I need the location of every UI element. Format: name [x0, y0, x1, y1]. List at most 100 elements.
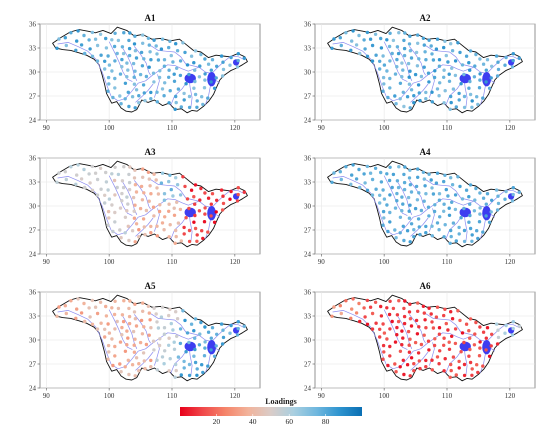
station-point: [107, 63, 112, 67]
river-line: [188, 78, 193, 108]
station-point: [421, 36, 426, 40]
station-point: [418, 232, 422, 237]
station-point: [98, 32, 103, 36]
station-point: [424, 365, 428, 369]
station-point: [116, 306, 121, 311]
station-point: [437, 198, 442, 202]
station-point: [132, 310, 137, 314]
station-point: [128, 299, 132, 303]
station-point: [427, 38, 431, 42]
station-point: [381, 357, 385, 361]
station-point: [203, 212, 207, 216]
station-point: [481, 230, 485, 234]
station-point: [137, 94, 141, 98]
lake: [482, 206, 491, 221]
station-point: [113, 86, 117, 90]
panel-a6: A6 90 100 110 120 24 27 30 33 36: [304, 281, 536, 400]
station-point: [242, 324, 246, 328]
station-point: [474, 320, 478, 325]
station-point: [175, 317, 180, 321]
station-point: [162, 192, 167, 196]
station-point: [449, 234, 453, 239]
station-point: [503, 63, 507, 67]
station-point: [381, 343, 386, 348]
station-point: [381, 209, 386, 214]
station-point: [79, 43, 84, 47]
station-point: [475, 229, 479, 233]
station-point: [339, 177, 343, 182]
station-point: [476, 102, 480, 107]
station-point: [511, 320, 515, 324]
station-point: [454, 239, 458, 243]
station-point: [442, 101, 446, 105]
station-point: [151, 339, 156, 343]
station-point: [450, 334, 454, 338]
station-point: [229, 55, 233, 60]
station-point: [130, 95, 135, 99]
station-point: [398, 349, 403, 353]
y-tick-label: 36: [304, 154, 312, 162]
station-point: [408, 203, 412, 207]
station-point: [178, 207, 183, 212]
station-point: [157, 343, 162, 348]
station-point: [125, 209, 129, 213]
station-point: [64, 177, 69, 182]
station-point: [141, 351, 146, 355]
station-point: [146, 36, 151, 40]
station-point: [122, 299, 126, 303]
station-point: [378, 193, 382, 197]
station-point: [116, 38, 121, 43]
station-point: [344, 299, 348, 303]
station-point: [148, 50, 152, 54]
station-point: [416, 351, 421, 355]
station-point: [193, 79, 197, 84]
station-point: [74, 48, 78, 52]
station-point: [517, 190, 521, 194]
station-point: [120, 199, 124, 203]
station-point: [339, 311, 343, 316]
station-point: [122, 31, 126, 35]
station-point: [379, 180, 384, 184]
lake: [184, 73, 196, 84]
x-tick-label: 110: [167, 392, 178, 400]
station-point: [127, 321, 132, 326]
station-point: [134, 222, 139, 226]
river-line: [150, 45, 200, 68]
station-point: [388, 193, 392, 197]
station-point: [212, 86, 217, 91]
station-point: [197, 343, 202, 347]
station-point: [120, 179, 125, 183]
lake: [482, 72, 491, 87]
station-point: [381, 188, 385, 192]
station-point: [179, 105, 183, 109]
station-point: [206, 330, 211, 334]
station-point: [424, 358, 428, 363]
station-point: [494, 322, 499, 326]
station-point: [432, 343, 437, 348]
station-point: [95, 59, 100, 63]
station-point: [148, 318, 152, 322]
station-point: [168, 173, 172, 177]
station-point: [221, 201, 226, 206]
station-point: [137, 362, 141, 366]
river-line: [134, 180, 151, 210]
station-point: [199, 320, 203, 325]
station-point: [187, 206, 191, 211]
station-point: [449, 368, 453, 373]
station-point: [193, 202, 197, 206]
station-point: [120, 65, 124, 69]
station-point: [174, 234, 178, 239]
station-point: [408, 337, 412, 341]
station-point: [402, 306, 406, 311]
station-point: [496, 194, 500, 198]
station-point: [131, 329, 136, 334]
station-point: [183, 184, 187, 189]
station-point: [385, 38, 389, 42]
station-point: [132, 75, 136, 79]
x-tick-label: 90: [43, 258, 51, 266]
station-point: [141, 301, 145, 305]
station-point: [381, 322, 385, 326]
x-tick-label: 90: [43, 124, 51, 132]
station-point: [496, 201, 501, 206]
station-point: [157, 209, 162, 214]
